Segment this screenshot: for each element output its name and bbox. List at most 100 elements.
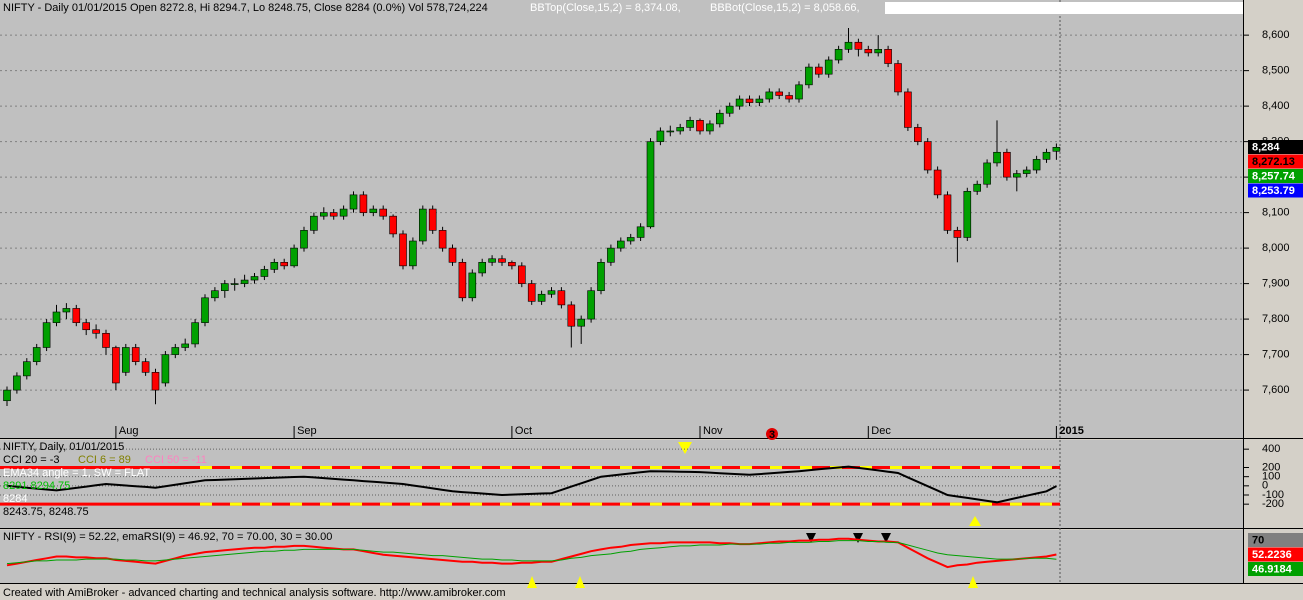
signal-arrow <box>853 533 863 543</box>
candle-body <box>280 262 289 267</box>
candle-body <box>557 290 566 306</box>
candle-body <box>191 322 199 345</box>
candle-body <box>567 304 576 327</box>
candle-body <box>260 269 269 277</box>
panel-annotation: CCI 6 = 89 <box>78 454 131 466</box>
y-tick-label: 7,800 <box>1262 313 1290 325</box>
y-tick-label: 8,400 <box>1262 100 1290 112</box>
price-pane <box>0 0 1243 438</box>
candle-body <box>369 208 378 213</box>
candle-body <box>221 283 229 291</box>
candle-body <box>814 66 823 75</box>
candle-body <box>686 120 694 128</box>
candle-body <box>983 162 991 185</box>
candle-body <box>1003 151 1011 178</box>
last-value-label: 8,284 <box>1252 141 1280 153</box>
legend-entry: BBBot(Close,15,2) = 8,058.66, <box>710 2 860 14</box>
candle-body <box>290 247 298 267</box>
last-value-box <box>1248 562 1303 576</box>
last-value-box <box>1248 183 1303 198</box>
candle-body <box>993 151 1001 164</box>
candle-body <box>884 49 892 64</box>
signal-arrow <box>527 576 537 588</box>
y-tick-label: 8,500 <box>1262 65 1290 77</box>
candle-body <box>211 290 219 299</box>
candle-body <box>3 389 11 402</box>
signal-arrow <box>575 576 585 588</box>
candle-body <box>52 311 61 323</box>
candle-body <box>933 169 942 196</box>
candle-body <box>161 354 170 384</box>
candle-body <box>636 226 645 238</box>
candle-body <box>854 41 863 50</box>
candle-body <box>666 130 675 133</box>
candle-body <box>92 329 100 334</box>
signal-arrow <box>969 516 981 526</box>
candle-body <box>1052 147 1061 152</box>
candle-body <box>597 262 605 291</box>
last-value-label: 70 <box>1252 534 1264 546</box>
candle-body <box>22 361 31 377</box>
candle-body <box>498 258 506 263</box>
candle-body <box>765 91 774 100</box>
y-tick-label: 8,000 <box>1262 242 1290 254</box>
candle-body <box>389 215 397 235</box>
panel-title: NIFTY - RSI(9) = 52.22, emaRSI(9) = 46.9… <box>3 531 332 543</box>
candle-body <box>963 191 972 238</box>
candle-body <box>62 308 71 313</box>
candle-body <box>864 49 873 54</box>
y-tick-label: 8,100 <box>1262 207 1290 219</box>
last-value-label: 52.2236 <box>1252 549 1292 561</box>
last-value-label: 8,272.13 <box>1252 156 1295 168</box>
candle-body <box>725 105 734 114</box>
candle-body <box>824 59 833 75</box>
chart-title: NIFTY - Daily 01/01/2015 Open 8272.8, Hi… <box>3 2 488 14</box>
last-value-label: 46.9184 <box>1252 563 1293 575</box>
last-value-box <box>1248 533 1303 547</box>
candle-body <box>923 141 932 171</box>
candle-body <box>607 247 615 263</box>
candle-body <box>300 230 308 249</box>
candle-body <box>547 290 556 295</box>
candle-body <box>527 283 536 302</box>
candle-body <box>537 293 546 302</box>
candle-body <box>735 98 744 107</box>
last-value-label: 8,253.79 <box>1252 185 1295 197</box>
y-tick-label: 200 <box>1262 461 1280 473</box>
last-value-label: 8,257.74 <box>1252 170 1296 182</box>
candle-body <box>656 130 665 142</box>
panel-annotation: 8291 8294.75 <box>3 480 70 492</box>
candle-body <box>72 308 81 323</box>
y-tick-label: 7,900 <box>1262 278 1290 290</box>
candle-body <box>42 322 51 348</box>
candle-body <box>953 230 962 238</box>
candle-body <box>478 262 487 274</box>
candle-body <box>329 212 338 217</box>
x-tick-label: 2015 <box>1059 425 1083 437</box>
candle-body <box>894 63 902 93</box>
candle-body <box>785 95 793 100</box>
x-tick-label: Dec <box>871 425 891 437</box>
y-tick-label: -100 <box>1262 489 1284 501</box>
y-tick-label: 7,600 <box>1262 384 1290 396</box>
candle-body <box>795 84 803 100</box>
last-value-box <box>1248 547 1303 562</box>
y-tick-label: 400 <box>1262 443 1280 455</box>
candle-body <box>458 262 467 299</box>
candle-body <box>171 347 180 355</box>
cci-pane <box>0 440 1243 528</box>
y-tick-label: 8,600 <box>1262 29 1290 41</box>
candle-body <box>270 262 279 270</box>
candle-body <box>151 372 160 391</box>
panel-annotation: CCI 50 = -11 <box>145 454 207 466</box>
indicator-line <box>6 465 1057 504</box>
candle-body <box>1012 173 1021 178</box>
x-tick-label: Nov <box>703 425 723 437</box>
candle-body <box>973 183 982 192</box>
candle-body <box>438 230 447 249</box>
panel-title: NIFTY, Daily, 01/01/2015 <box>3 441 124 453</box>
signal-arrow <box>678 442 692 454</box>
candle-body <box>587 290 595 320</box>
y-tick-label: 100 <box>1262 471 1280 483</box>
candle-body <box>715 112 724 125</box>
